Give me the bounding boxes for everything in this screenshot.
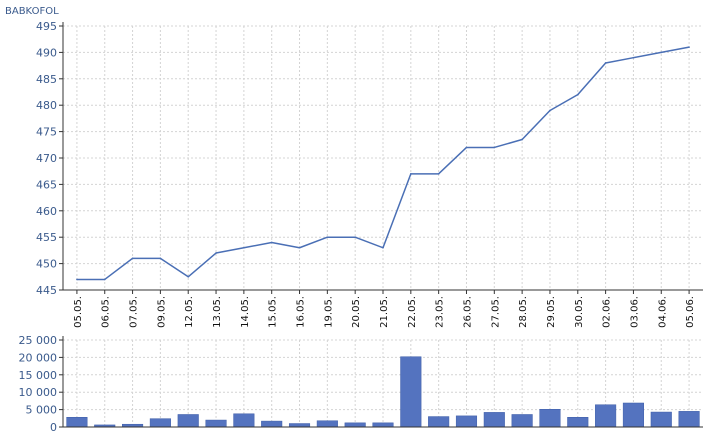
volume-bar xyxy=(344,422,366,428)
x-tick-label: 03.06. xyxy=(629,296,640,328)
price-y-tick-label: 470 xyxy=(36,152,57,165)
price-point xyxy=(382,246,384,249)
x-tick-label: 14.05. xyxy=(240,296,251,328)
volume-bar xyxy=(233,413,255,428)
date-x-tick-labels: 05.05. 06.05. 07.05. 09.05. 12.05. 13.05. 14.0… xyxy=(73,296,696,328)
volume-y-tick-labels: 0 5 000 10 000 15 000 20 000 25 000 xyxy=(19,334,58,433)
volume-bar xyxy=(428,416,450,428)
volume-bar xyxy=(567,417,589,428)
volume-bar xyxy=(511,414,533,428)
volume-bar xyxy=(455,415,478,428)
volume-y-tick-label: 25 000 xyxy=(19,334,58,347)
price-y-tick-label: 445 xyxy=(36,284,57,297)
price-point xyxy=(187,276,190,278)
volume-bar xyxy=(205,419,227,428)
x-tick-label: 06.05. xyxy=(101,296,112,328)
volume-y-tick-label: 0 xyxy=(50,421,57,433)
price-point xyxy=(326,236,329,238)
price-point xyxy=(660,51,663,54)
price-point xyxy=(243,246,245,249)
price-y-tick-label: 485 xyxy=(36,73,57,86)
x-tick-label: 22.05. xyxy=(407,296,418,328)
price-point xyxy=(576,93,579,96)
volume-bar xyxy=(316,420,338,428)
price-gridlines xyxy=(63,25,703,291)
price-y-tick-label: 490 xyxy=(36,46,57,59)
x-tick-label: 28.05. xyxy=(518,296,529,328)
price-y-tick-labels: 445 450 455 460 465 470 475 480 485 490 495 xyxy=(36,20,57,297)
x-tick-label: 23.05. xyxy=(435,296,446,328)
volume-y-tick-label: 15 000 xyxy=(19,369,58,382)
volume-bar xyxy=(678,411,700,428)
volume-bar xyxy=(595,404,617,428)
volume-bar xyxy=(149,418,171,428)
x-tick-label: 05.06. xyxy=(685,296,696,328)
x-tick-label: 26.05. xyxy=(462,296,473,328)
volume-axes xyxy=(59,336,703,428)
x-tick-label: 19.05. xyxy=(323,296,334,328)
x-tick-label: 30.05. xyxy=(574,296,585,328)
volume-bar xyxy=(177,414,199,428)
price-point xyxy=(215,252,217,254)
price-y-tick-label: 495 xyxy=(36,20,57,33)
volume-bar xyxy=(539,409,561,428)
volume-bar xyxy=(288,423,311,428)
price-point xyxy=(632,56,635,59)
volume-bar xyxy=(261,420,283,428)
price-point xyxy=(270,241,273,244)
x-tick-label: 13.05. xyxy=(212,296,223,328)
price-point xyxy=(76,278,78,281)
price-point xyxy=(354,236,356,238)
volume-bar xyxy=(400,356,422,428)
price-y-tick-label: 450 xyxy=(36,258,57,271)
price-point xyxy=(465,146,468,149)
x-tick-label: 02.06. xyxy=(602,296,613,328)
volume-bar xyxy=(483,412,505,428)
price-point xyxy=(521,138,523,141)
x-tick-label: 05.05. xyxy=(73,296,84,328)
volume-y-tick-label: 10 000 xyxy=(19,386,58,399)
price-point xyxy=(410,173,412,175)
x-tick-label: 20.05. xyxy=(351,296,362,328)
price-point xyxy=(103,278,106,281)
volume-bars xyxy=(66,356,700,428)
x-tick-label: 15.05. xyxy=(268,296,279,328)
volume-y-tick-label: 5 000 xyxy=(26,404,58,417)
volume-bar xyxy=(622,402,644,428)
x-tick-label: 16.05. xyxy=(296,296,307,328)
x-tick-label: 09.05. xyxy=(156,296,167,328)
x-tick-label: 04.06. xyxy=(657,296,668,328)
price-point xyxy=(298,246,301,249)
price-point xyxy=(688,46,690,48)
x-tick-label: 27.05. xyxy=(490,296,501,328)
price-series xyxy=(76,46,690,281)
price-y-tick-label: 465 xyxy=(36,178,57,191)
price-point xyxy=(549,109,551,112)
volume-y-tick-label: 20 000 xyxy=(19,351,58,364)
x-tick-label: 29.05. xyxy=(546,296,557,328)
price-point xyxy=(437,173,440,175)
price-point xyxy=(604,62,607,64)
price-y-tick-label: 460 xyxy=(36,205,57,218)
price-point xyxy=(159,257,162,260)
x-tick-label: 12.05. xyxy=(184,296,195,328)
chart-title: BABKOFOL xyxy=(5,6,59,17)
price-y-tick-label: 455 xyxy=(36,231,57,244)
volume-bar xyxy=(372,422,394,428)
volume-bar xyxy=(66,417,88,428)
price-point xyxy=(493,146,496,149)
price-axes xyxy=(59,22,703,294)
x-tick-label: 07.05. xyxy=(129,296,140,328)
volume-bar xyxy=(650,411,672,428)
price-y-tick-label: 480 xyxy=(36,99,57,112)
x-tick-label: 21.05. xyxy=(379,296,390,328)
price-point xyxy=(131,257,134,260)
price-y-tick-label: 475 xyxy=(36,126,57,139)
